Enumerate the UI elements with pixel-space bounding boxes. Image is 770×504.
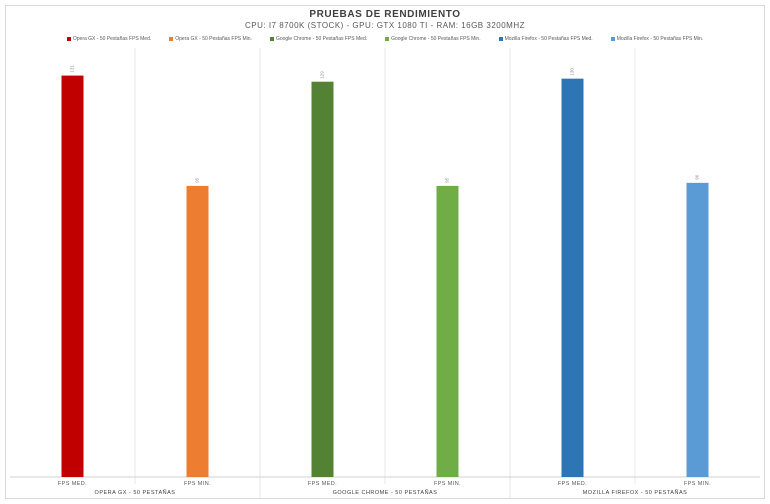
legend-label: Opera GX - 50 Pestañas FPS Min. <box>175 36 252 42</box>
bar <box>561 78 584 478</box>
chart-title: PRUEBAS DE RENDIMIENTO <box>309 9 461 20</box>
data-label: 96 <box>695 174 700 180</box>
chart-subtitle: CPU: I7 8700K (STOCK) - GPU: GTX 1080 TI… <box>244 21 525 30</box>
bar <box>186 185 209 477</box>
x-tick-label: FPS MED. <box>308 481 337 487</box>
legend-item: Mozilla Firefox - 50 Pestañas FPS Med. <box>498 36 593 42</box>
data-label: 129 <box>320 71 325 79</box>
legend-label: Mozilla Firefox - 50 Pestañas FPS Min. <box>616 36 704 42</box>
chart-area <box>5 5 765 499</box>
legend-swatch <box>269 37 274 41</box>
legend-swatch <box>385 37 390 41</box>
legend-item: Google Chrome - 50 Pestañas FPS Med. <box>269 36 368 42</box>
legend-swatch <box>498 37 503 41</box>
x-tick-label: FPS MIN. <box>434 481 461 487</box>
group-label: OPERA GX - 50 PESTAÑAS <box>95 489 176 496</box>
legend-label: Opera GX - 50 Pestañas FPS Med. <box>72 36 152 42</box>
legend-item: Opera GX - 50 Pestañas FPS Med. <box>66 36 152 42</box>
legend-label: Google Chrome - 50 Pestañas FPS Min. <box>391 36 481 42</box>
group-label: GOOGLE CHROME - 50 PESTAÑAS <box>333 489 438 496</box>
x-tick-label: FPS MED. <box>58 481 87 487</box>
x-tick-label: FPS MIN. <box>184 481 211 487</box>
bar <box>436 185 459 477</box>
legend-swatch <box>610 37 615 41</box>
legend-label: Mozilla Firefox - 50 Pestañas FPS Med. <box>504 36 593 42</box>
legend-swatch <box>66 37 71 41</box>
data-label: 95 <box>445 177 450 183</box>
x-tick-label: FPS MED. <box>558 481 587 487</box>
legend-item: Opera GX - 50 Pestañas FPS Min. <box>169 36 252 42</box>
legend-label: Google Chrome - 50 Pestañas FPS Med. <box>275 36 368 42</box>
data-label: 131 <box>70 65 75 73</box>
data-label: 130 <box>570 68 575 76</box>
bar <box>311 81 334 477</box>
legend-item: Google Chrome - 50 Pestañas FPS Min. <box>385 36 481 42</box>
x-tick-label: FPS MIN. <box>684 481 711 487</box>
chart-legend: Opera GX - 50 Pestañas FPS Med. Opera GX … <box>0 36 770 42</box>
legend-swatch <box>169 37 174 41</box>
legend-item: Mozilla Firefox - 50 Pestañas FPS Min. <box>610 36 704 42</box>
data-label: 95 <box>195 177 200 183</box>
group-label: MOZILLA FIREFOX - 50 PESTAÑAS <box>583 489 688 496</box>
bar <box>686 182 709 478</box>
bar <box>61 75 84 477</box>
